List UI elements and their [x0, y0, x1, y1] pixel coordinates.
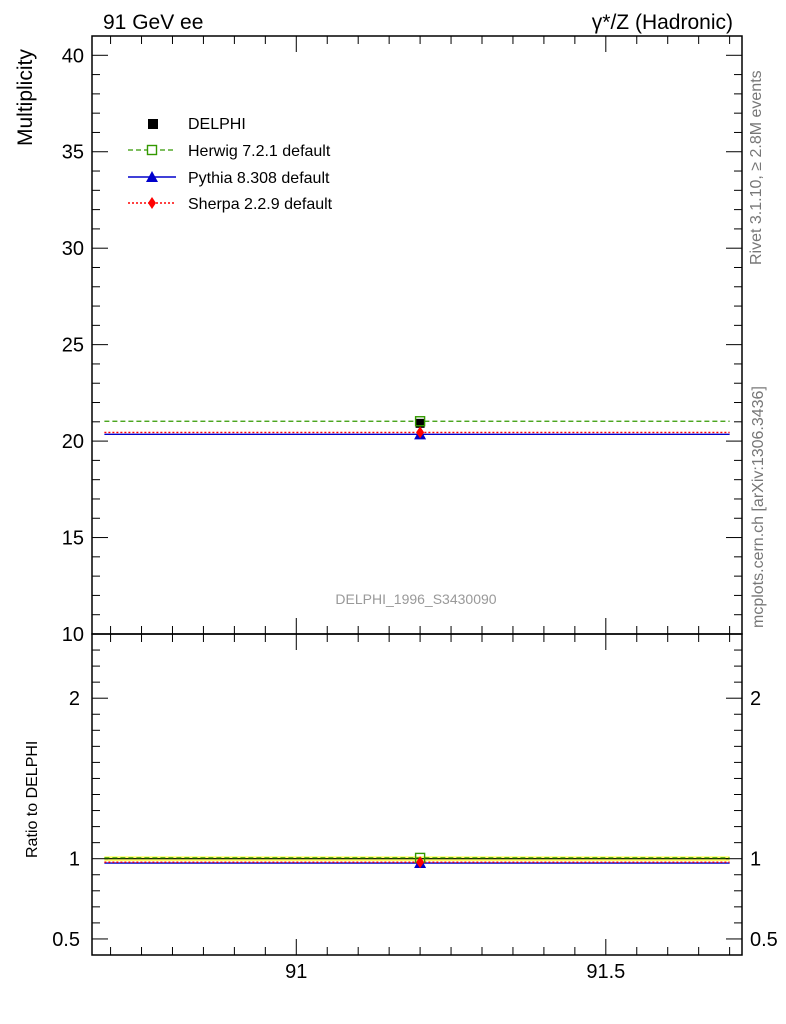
- legend-herwig-marker: [146, 144, 158, 156]
- main-ytick-label: 20: [62, 431, 84, 453]
- ratio-ytick-label-left: 1: [69, 849, 80, 871]
- mcplots-label: mcplots.cern.ch [arXiv:1306.3436]: [750, 386, 767, 628]
- legend-delphi-marker: [148, 119, 158, 129]
- analysis-watermark: DELPHI_1996_S3430090: [335, 591, 496, 607]
- main-ytick-label: 15: [62, 528, 84, 550]
- legend-pythia-marker: [146, 171, 158, 182]
- legend-herwig-label: Herwig 7.2.1 default: [188, 143, 331, 160]
- ratio-xtick-label: 91: [285, 961, 307, 983]
- herwig-data-point: [414, 416, 426, 427]
- main-series-group: [104, 416, 730, 440]
- legend-sherpa-label: Sherpa 2.2.9 default: [188, 196, 333, 213]
- ratio-plot-frame: [91, 633, 743, 956]
- ratio-ytick-label-right: 0.5: [750, 929, 778, 951]
- ratio-ytick-label-right: 1: [750, 849, 761, 871]
- main-ytick-label: 25: [62, 335, 84, 357]
- ratio-ytick-label-left: 0.5: [52, 929, 80, 951]
- legend-delphi-label: DELPHI: [188, 116, 246, 133]
- delphi-data-point: [415, 418, 425, 428]
- ratio-ylabel: Ratio to DELPHI: [24, 741, 41, 858]
- axis-tick-labels: 10 15 20 25 30 35 40 0.5 0.5 1 1 2 2 91 91.5: [52, 45, 778, 983]
- sherpa-data-point: [416, 426, 425, 439]
- ratio-xtick-label: 91.5: [586, 961, 625, 983]
- main-ylabel: Multiplicity: [14, 49, 37, 146]
- main-ytick-label: 40: [62, 45, 84, 67]
- rivet-label: Rivet 3.1.10, ≥ 2.8M events: [748, 70, 765, 265]
- main-ytick-label: 35: [62, 142, 84, 164]
- legend-sherpa-marker: [148, 197, 156, 209]
- legend-pythia-label: Pythia 8.308 default: [188, 170, 330, 187]
- sherpa-ratio-point: [416, 856, 425, 869]
- main-ytick-label: 10: [62, 624, 84, 646]
- axis-ticks: [92, 35, 742, 955]
- header-left: 91 GeV ee: [103, 11, 203, 34]
- main-ytick-label: 30: [62, 238, 84, 260]
- ratio-ytick-label-right: 2: [750, 688, 761, 710]
- ratio-ytick-label-left: 2: [69, 688, 80, 710]
- header-right: γ*/Z (Hadronic): [592, 11, 733, 34]
- legend: DELPHI Herwig 7.2.1 default Pythia 8.308…: [128, 116, 333, 213]
- ratio-series-group: [104, 852, 730, 869]
